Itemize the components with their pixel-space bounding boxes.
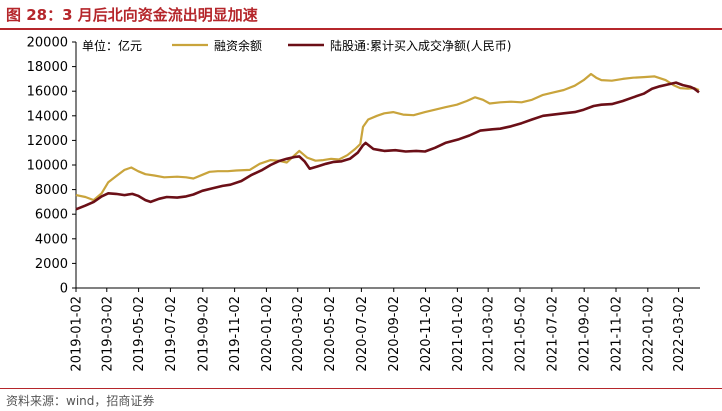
x-tick-label: 2019-11-02 — [228, 296, 243, 372]
title-divider — [0, 28, 722, 30]
y-tick-label: 4000 — [35, 232, 68, 247]
x-tick-label: 2022-01-02 — [641, 296, 656, 372]
series-line-margin-balance — [75, 72, 700, 202]
legend-label-margin-balance: 融资余额 — [214, 38, 262, 53]
x-tick-label: 2019-07-02 — [164, 296, 179, 372]
x-tick-label: 2020-01-02 — [260, 296, 275, 372]
y-tick-label: 6000 — [35, 208, 68, 223]
chart-series-layer — [75, 72, 700, 211]
figure-header: 图 28：3 月后北向资金流出明显加速 — [0, 0, 722, 30]
x-tick-label: 2020-09-02 — [387, 296, 402, 372]
x-tick-label: 2021-05-02 — [514, 296, 529, 372]
x-tick-label: 2019-05-02 — [132, 296, 147, 372]
x-tick-label: 2021-11-02 — [610, 296, 625, 372]
x-tick-label: 2020-03-02 — [291, 296, 306, 372]
x-tick-label: 2020-07-02 — [355, 296, 370, 372]
x-tick-label: 2021-07-02 — [545, 296, 560, 372]
y-tick-label: 16000 — [27, 85, 68, 100]
source-note: 资料来源：wind，招商证券 — [6, 394, 155, 408]
x-tick-label: 2020-05-02 — [323, 296, 338, 372]
x-tick-label: 2022-03-02 — [672, 296, 687, 372]
y-tick-label: 10000 — [27, 159, 68, 174]
series-line-northbound-net-buy — [75, 81, 700, 211]
chart-axes: 0 2000 4000 6000 8000 10000 12000 14000 16000 180… — [27, 36, 700, 372]
figure-title: 图 28：3 月后北向资金流出明显加速 — [6, 6, 258, 24]
y-tick-label: 18000 — [27, 60, 68, 75]
y-tick-label: 12000 — [27, 134, 68, 149]
y-tick-label: 0 — [60, 282, 68, 297]
line-chart: 0 2000 4000 6000 8000 10000 12000 14000 16000 180… — [27, 36, 700, 372]
x-tick-label: 2021-01-02 — [451, 296, 466, 372]
y-tick-label: 14000 — [27, 109, 68, 124]
x-tick-label: 2019-01-02 — [70, 296, 85, 372]
x-tick-label: 2019-09-02 — [196, 296, 211, 372]
x-tick-label: 2021-09-02 — [578, 296, 593, 372]
y-tick-label: 20000 — [27, 36, 68, 51]
chart-legend: 融资余额 陆股通:累计买入成交净额(人民币) — [172, 38, 511, 53]
source-divider — [0, 388, 722, 389]
x-tick-label: 2020-11-02 — [419, 296, 434, 372]
x-tick-label: 2019-03-02 — [100, 296, 115, 372]
y-tick-label: 8000 — [35, 183, 68, 198]
y-tick-label: 2000 — [35, 257, 68, 272]
x-tick-label: 2021-03-02 — [482, 296, 497, 372]
unit-label: 单位：亿元 — [82, 38, 142, 53]
legend-label-northbound-net-buy: 陆股通:累计买入成交净额(人民币) — [330, 38, 511, 53]
